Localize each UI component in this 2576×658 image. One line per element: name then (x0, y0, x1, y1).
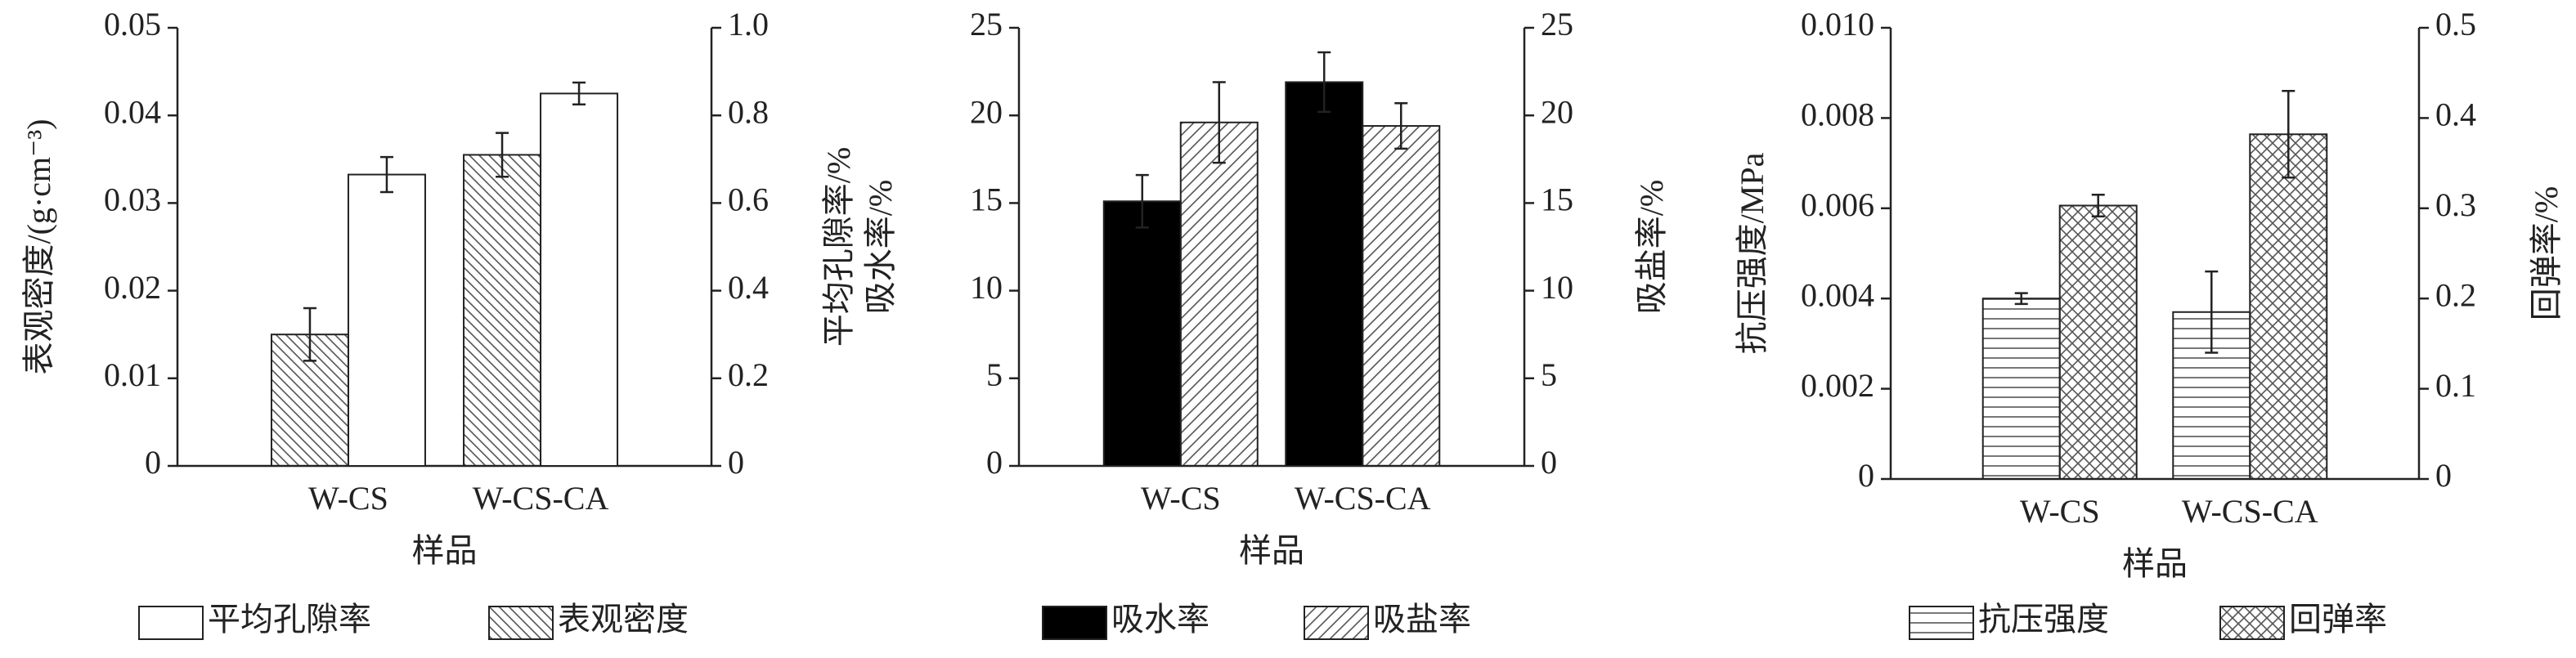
x-axis-label: 样品 (2122, 545, 2188, 582)
tick-label: 10 (1541, 269, 1573, 306)
y-axis-label: 吸水率/% (862, 180, 899, 314)
y2-axis-label: 回弹率/% (2528, 186, 2565, 320)
bar (1362, 125, 1441, 467)
legend-label: 吸水率 (1111, 601, 1209, 638)
bar (347, 173, 426, 467)
y-axis-label: 表观密度/(g·cm⁻³) (20, 119, 57, 374)
x-tick-label: W-CS-CA (2182, 493, 2318, 530)
error-bar (1212, 81, 1226, 164)
tick-label: 1.0 (728, 6, 769, 43)
y2-axis-label: 吸盐率/% (1633, 180, 1670, 314)
legend-label: 回弹率 (2289, 601, 2387, 638)
error-bar (1317, 51, 1331, 114)
legend-label: 抗压强度 (1978, 601, 2109, 638)
legend-swatch (138, 606, 204, 640)
tick-label: 0.4 (2435, 96, 2476, 133)
error-bar (2205, 270, 2219, 354)
tick-label: 20 (970, 93, 1003, 130)
tick-label: 25 (970, 6, 1003, 43)
tick-label: 0.5 (2435, 6, 2476, 43)
tick-label: 0.2 (2435, 276, 2476, 313)
error-bar (2091, 193, 2105, 217)
tick-label: 0.05 (104, 6, 161, 43)
y2-axis-label: 平均孔隙率/% (820, 147, 857, 347)
error-bar (572, 81, 586, 106)
bar (463, 154, 542, 467)
bar (270, 333, 349, 468)
x-tick-label: W-CS (2020, 493, 2100, 530)
legend-swatch (1042, 606, 1107, 640)
tick-label: 0.03 (104, 181, 161, 218)
x-tick-label: W-CS-CA (1295, 480, 1431, 517)
tick-label: 0.3 (2435, 186, 2476, 223)
legend-swatch (1304, 606, 1369, 640)
error-bar (1135, 173, 1149, 229)
bar (1981, 298, 2061, 481)
legend-label: 吸盐率 (1373, 601, 1471, 638)
tick-label: 5 (986, 356, 1003, 393)
tick-label: 0.1 (2435, 367, 2476, 404)
tick-label: 0 (1541, 444, 1557, 481)
error-bar (2014, 292, 2028, 306)
tick-label: 0 (1858, 457, 1874, 494)
legend-swatch (488, 606, 554, 640)
error-bar (1394, 101, 1408, 150)
tick-label: 0 (728, 444, 744, 481)
tick-label: 0.008 (1801, 96, 1874, 133)
bar (2058, 204, 2138, 480)
bar (1179, 121, 1259, 467)
tick-label: 0.6 (728, 181, 769, 218)
tick-label: 0.2 (728, 356, 769, 393)
tick-label: 0.4 (728, 269, 769, 306)
tick-label: 0.04 (104, 93, 161, 130)
bar (540, 92, 619, 468)
bar (1285, 81, 1364, 468)
tick-label: 0.010 (1801, 6, 1874, 43)
error-bar (303, 307, 316, 362)
x-axis-label: 样品 (412, 532, 478, 569)
tick-label: 5 (1541, 356, 1557, 393)
tick-label: 0 (986, 444, 1003, 481)
legend-label: 表观密度 (558, 601, 689, 638)
tick-label: 25 (1541, 6, 1573, 43)
legend-swatch (1909, 606, 1974, 640)
x-tick-label: W-CS-CA (473, 480, 609, 517)
tick-label: 0.006 (1801, 186, 1874, 223)
legend-swatch (2219, 606, 2285, 640)
tick-label: 0.002 (1801, 367, 1874, 404)
tick-label: 0 (145, 444, 161, 481)
error-bar (2282, 90, 2296, 179)
x-axis-label: 样品 (1239, 532, 1304, 569)
legend-label: 平均孔隙率 (208, 601, 371, 638)
x-tick-label: W-CS (1141, 480, 1221, 517)
tick-label: 0.01 (104, 356, 161, 393)
tick-label: 10 (970, 269, 1003, 306)
error-bar (379, 155, 393, 194)
error-bar (496, 132, 509, 178)
tick-label: 15 (1541, 181, 1573, 218)
tick-label: 0.004 (1801, 276, 1874, 313)
tick-label: 15 (970, 181, 1003, 218)
y-axis-label: 抗压强度/MPa (1734, 152, 1770, 354)
tick-label: 0.02 (104, 269, 161, 306)
tick-label: 20 (1541, 93, 1573, 130)
bar (1102, 200, 1182, 467)
x-tick-label: W-CS (308, 480, 388, 517)
bar (2249, 133, 2328, 480)
tick-label: 0.8 (728, 93, 769, 130)
tick-label: 0 (2435, 457, 2452, 494)
